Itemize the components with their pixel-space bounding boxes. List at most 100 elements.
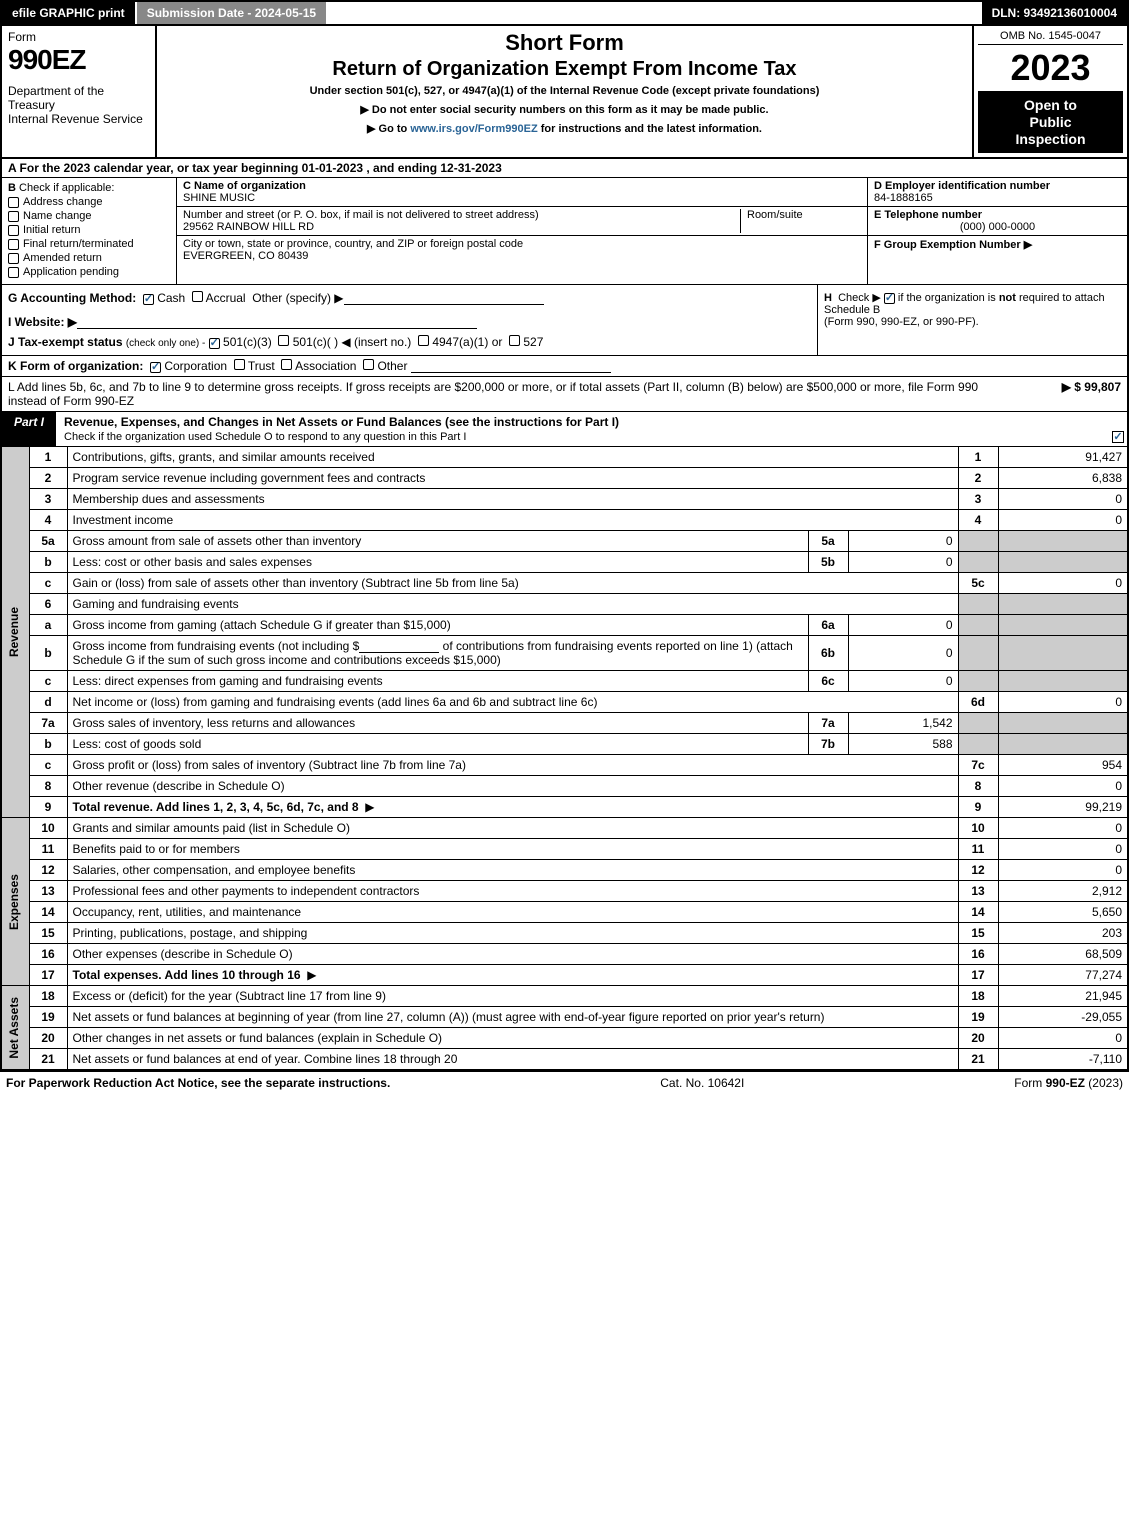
tax-year: 2023 [978, 47, 1123, 89]
chk-label: Application pending [23, 266, 119, 278]
mnum: 5a [808, 531, 848, 552]
chk-schedule-o[interactable] [1112, 431, 1124, 443]
rnum: 1 [958, 447, 998, 468]
g-other-input[interactable] [344, 293, 544, 305]
line-14: 14 Occupancy, rent, utilities, and maint… [1, 902, 1128, 923]
line-19: 19 Net assets or fund balances at beginn… [1, 1007, 1128, 1028]
rnum: 16 [958, 944, 998, 965]
section-b: B Check if applicable: Address change Na… [2, 178, 177, 284]
chk-schedule-b[interactable] [884, 293, 895, 304]
h-label: H [824, 292, 832, 304]
lnum: 19 [29, 1007, 67, 1028]
side-revenue: Revenue [1, 447, 29, 818]
mval: 0 [848, 552, 958, 573]
k-other-input[interactable] [411, 361, 611, 373]
line-12: 12 Salaries, other compensation, and emp… [1, 860, 1128, 881]
line-8: 8 Other revenue (describe in Schedule O)… [1, 776, 1128, 797]
form-label: Form [8, 30, 149, 44]
rnum: 15 [958, 923, 998, 944]
checkbox-icon [8, 239, 19, 250]
chk-corporation[interactable] [150, 362, 161, 373]
chk-association[interactable] [281, 359, 292, 370]
line-17: 17 Total expenses. Add lines 10 through … [1, 965, 1128, 986]
rnum-shade [958, 713, 998, 734]
irs-label: Internal Revenue Service [8, 112, 149, 126]
chk-amended-return[interactable]: Amended return [8, 252, 170, 264]
g-accrual: Accrual [206, 291, 246, 305]
chk-initial-return[interactable]: Initial return [8, 224, 170, 236]
section-h: H Check ▶ if the organization is not req… [817, 285, 1127, 355]
checkbox-cash[interactable] [143, 294, 154, 305]
website-input[interactable] [77, 317, 477, 329]
ldesc: Less: direct expenses from gaming and fu… [73, 674, 383, 688]
chk-527[interactable] [509, 335, 520, 346]
note-ssn: ▶ Do not enter social security numbers o… [161, 103, 968, 116]
chk-501c[interactable] [278, 335, 289, 346]
lnum: c [29, 755, 67, 776]
ldesc: Investment income [73, 513, 174, 527]
ldesc: Net assets or fund balances at beginning… [73, 1010, 825, 1024]
line-6d: d Net income or (loss) from gaming and f… [1, 692, 1128, 713]
lnum: 12 [29, 860, 67, 881]
rval-shade [998, 594, 1128, 615]
efile-print-button[interactable]: efile GRAPHIC print [2, 2, 137, 24]
form-header: Form 990EZ Department of the Treasury In… [0, 26, 1129, 159]
j-sub: (check only one) - [126, 338, 205, 349]
section-d: D Employer identification number 84-1888… [868, 178, 1127, 207]
ldesc: Excess or (deficit) for the year (Subtra… [73, 989, 386, 1003]
ldesc1: Gross income from fundraising events (no… [73, 639, 360, 653]
chk-application-pending[interactable]: Application pending [8, 266, 170, 278]
side-netassets-label: Net Assets [7, 997, 21, 1059]
section-g: G Accounting Method: Cash Accrual Other … [8, 291, 811, 305]
dln-label: DLN: 93492136010004 [982, 2, 1127, 24]
ldesc: Printing, publications, postage, and shi… [73, 926, 308, 940]
line-16: 16 Other expenses (describe in Schedule … [1, 944, 1128, 965]
omb-number: OMB No. 1545-0047 [978, 30, 1123, 45]
chk-trust[interactable] [234, 359, 245, 370]
checkbox-icon [8, 197, 19, 208]
lnum: 3 [29, 489, 67, 510]
ldesc: Less: cost of goods sold [73, 737, 202, 751]
ldesc: Other changes in net assets or fund bala… [73, 1031, 443, 1045]
irs-link[interactable]: www.irs.gov/Form990EZ [410, 123, 537, 135]
rval: 0 [998, 573, 1128, 594]
line-6a: a Gross income from gaming (attach Sched… [1, 615, 1128, 636]
chk-4947[interactable] [418, 335, 429, 346]
j-o3: 4947(a)(1) or [432, 335, 502, 349]
rnum: 10 [958, 818, 998, 839]
header-right: OMB No. 1545-0047 2023 Open to Public In… [972, 26, 1127, 157]
chk-name-change[interactable]: Name change [8, 210, 170, 222]
line-7c: c Gross profit or (loss) from sales of i… [1, 755, 1128, 776]
k-label: K Form of organization: [8, 359, 143, 373]
line-5c: c Gain or (loss) from sale of assets oth… [1, 573, 1128, 594]
g-other: Other (specify) ▶ [252, 291, 343, 305]
rval: 0 [998, 860, 1128, 881]
chk-address-change[interactable]: Address change [8, 196, 170, 208]
lnum: b [29, 552, 67, 573]
rval: 0 [998, 1028, 1128, 1049]
rnum: 13 [958, 881, 998, 902]
checkbox-icon [8, 267, 19, 278]
footer-left: For Paperwork Reduction Act Notice, see … [6, 1076, 390, 1090]
rval: 0 [998, 510, 1128, 531]
checkbox-accrual[interactable] [192, 291, 203, 302]
mval: 1,542 [848, 713, 958, 734]
rval: 2,912 [998, 881, 1128, 902]
line-6b: b Gross income from fundraising events (… [1, 636, 1128, 671]
mval: 0 [848, 671, 958, 692]
chk-final-return[interactable]: Final return/terminated [8, 238, 170, 250]
j-label: J Tax-exempt status [8, 335, 123, 349]
chk-other[interactable] [363, 359, 374, 370]
line-11: 11 Benefits paid to or for members 11 0 [1, 839, 1128, 860]
rval-shade [998, 713, 1128, 734]
h-t2: if the organization is [898, 292, 996, 304]
section-k: K Form of organization: Corporation Trus… [0, 356, 1129, 377]
rnum-shade [958, 615, 998, 636]
chk-501c3[interactable] [209, 338, 220, 349]
lnum: 13 [29, 881, 67, 902]
section-gh: G Accounting Method: Cash Accrual Other … [0, 285, 1129, 356]
side-expenses: Expenses [1, 818, 29, 986]
6b-amount-input[interactable] [359, 641, 439, 653]
ldesc: Professional fees and other payments to … [73, 884, 420, 898]
chk-label: Amended return [23, 252, 102, 264]
